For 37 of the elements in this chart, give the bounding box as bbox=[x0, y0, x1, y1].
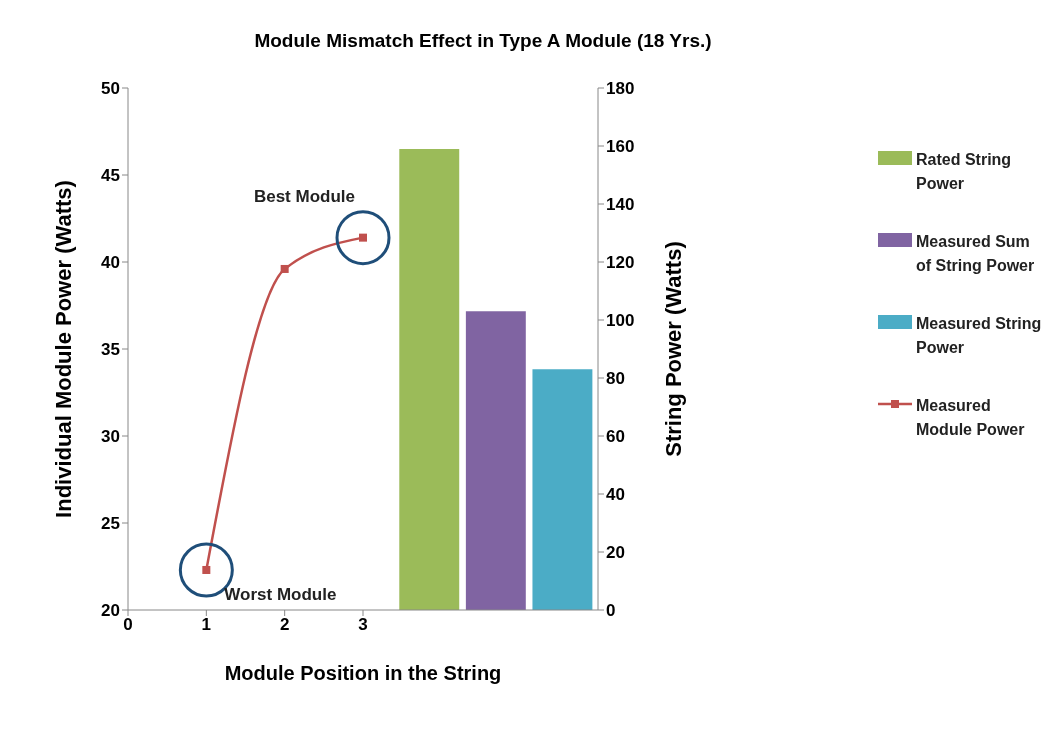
y-tick-label: 30 bbox=[101, 427, 120, 447]
x-tick-label: 0 bbox=[123, 615, 133, 635]
x-tick-label: 1 bbox=[201, 615, 212, 635]
bar bbox=[399, 148, 460, 610]
point bbox=[202, 565, 211, 574]
point bbox=[280, 264, 289, 273]
y2-tick-label: 0 bbox=[606, 601, 616, 621]
y-tick-label: 20 bbox=[101, 601, 120, 621]
y2-tick-label: 20 bbox=[606, 543, 625, 563]
bar bbox=[465, 311, 526, 610]
point bbox=[359, 233, 367, 242]
legend-label: Measured Sum of String Power bbox=[916, 232, 1036, 276]
y2-tick-label: 180 bbox=[606, 79, 635, 99]
legend-label: Measured String Power bbox=[916, 314, 1043, 358]
y2-axis-title: String Power (Watts) bbox=[660, 241, 686, 457]
annotation: Worst Module bbox=[224, 584, 337, 604]
x-tick-label: 2 bbox=[279, 615, 290, 635]
y2-tick-label: 60 bbox=[606, 427, 625, 447]
y2-tick-label: 140 bbox=[606, 195, 635, 215]
y2-tick-label: 100 bbox=[606, 311, 635, 331]
y-tick-label: 35 bbox=[101, 340, 120, 360]
y-axis-title: Individual Module Power (Watts) bbox=[50, 180, 76, 518]
x-tick-label: 3 bbox=[358, 615, 368, 635]
chart-title: Module Mismatch Effect in Type A Module (18 Yrs.) bbox=[253, 30, 713, 52]
y-tick-label: 25 bbox=[101, 514, 120, 534]
y-tick-label: 40 bbox=[101, 253, 120, 273]
y-tick-label: 50 bbox=[101, 79, 120, 99]
y-tick-label: 45 bbox=[101, 166, 120, 186]
y2-tick-label: 160 bbox=[606, 137, 635, 157]
y2-tick-label: 40 bbox=[606, 485, 625, 505]
legend-label: Measured Module Power bbox=[916, 396, 1026, 440]
x-axis-title: Module Position in the String bbox=[224, 662, 502, 684]
y2-tick-label: 120 bbox=[606, 253, 635, 273]
y2-tick-label: 80 bbox=[606, 369, 625, 389]
bar bbox=[532, 369, 593, 610]
legend-label: Rated String Power bbox=[916, 150, 1013, 194]
annotation: Best Module bbox=[253, 186, 355, 206]
